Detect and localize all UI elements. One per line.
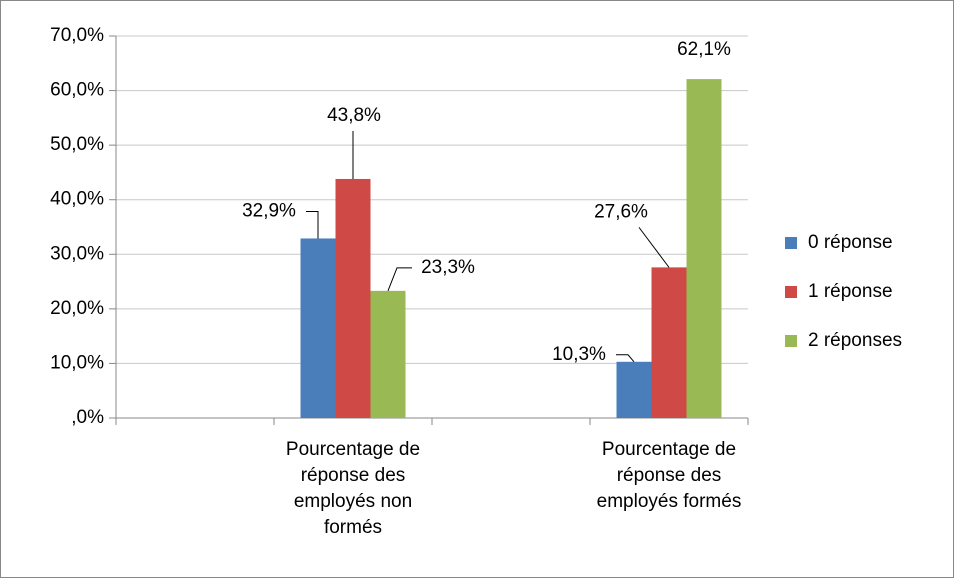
legend-label: 2 réponses bbox=[808, 330, 902, 351]
data-label: 23,3% bbox=[421, 257, 475, 278]
legend-swatch bbox=[785, 237, 797, 249]
leader-line bbox=[616, 354, 635, 363]
y-tick-label: 70,0% bbox=[50, 25, 104, 46]
bar bbox=[651, 267, 687, 418]
data-label: 27,6% bbox=[594, 201, 648, 222]
data-label: 10,3% bbox=[552, 344, 606, 365]
bar bbox=[300, 238, 336, 418]
bar bbox=[616, 361, 652, 418]
leader-line bbox=[638, 227, 670, 268]
x-tick-label: Pourcentage de réponse des employés form… bbox=[596, 439, 742, 512]
legend-swatch bbox=[785, 286, 797, 298]
y-tick-label: 20,0% bbox=[50, 298, 104, 319]
legend-label: 0 réponse bbox=[808, 232, 893, 253]
bar bbox=[370, 290, 406, 418]
y-tick-label: 40,0% bbox=[50, 189, 104, 210]
bar bbox=[335, 178, 371, 418]
y-tick-label: 30,0% bbox=[50, 243, 104, 264]
y-tick-label: 50,0% bbox=[50, 134, 104, 155]
bar bbox=[686, 79, 722, 419]
data-label: 62,1% bbox=[677, 39, 731, 60]
legend-label: 1 réponse bbox=[808, 281, 893, 302]
y-tick-label: 10,0% bbox=[50, 352, 104, 373]
data-label: 32,9% bbox=[242, 200, 296, 221]
legend-swatch bbox=[785, 335, 797, 347]
x-tick-label: Pourcentage de réponse des employés non … bbox=[285, 439, 421, 538]
data-label: 43,8% bbox=[327, 105, 381, 126]
y-tick-label: ,0% bbox=[71, 407, 104, 428]
leader-line bbox=[387, 267, 412, 292]
leader-line bbox=[306, 210, 319, 239]
y-tick-label: 60,0% bbox=[50, 80, 104, 101]
